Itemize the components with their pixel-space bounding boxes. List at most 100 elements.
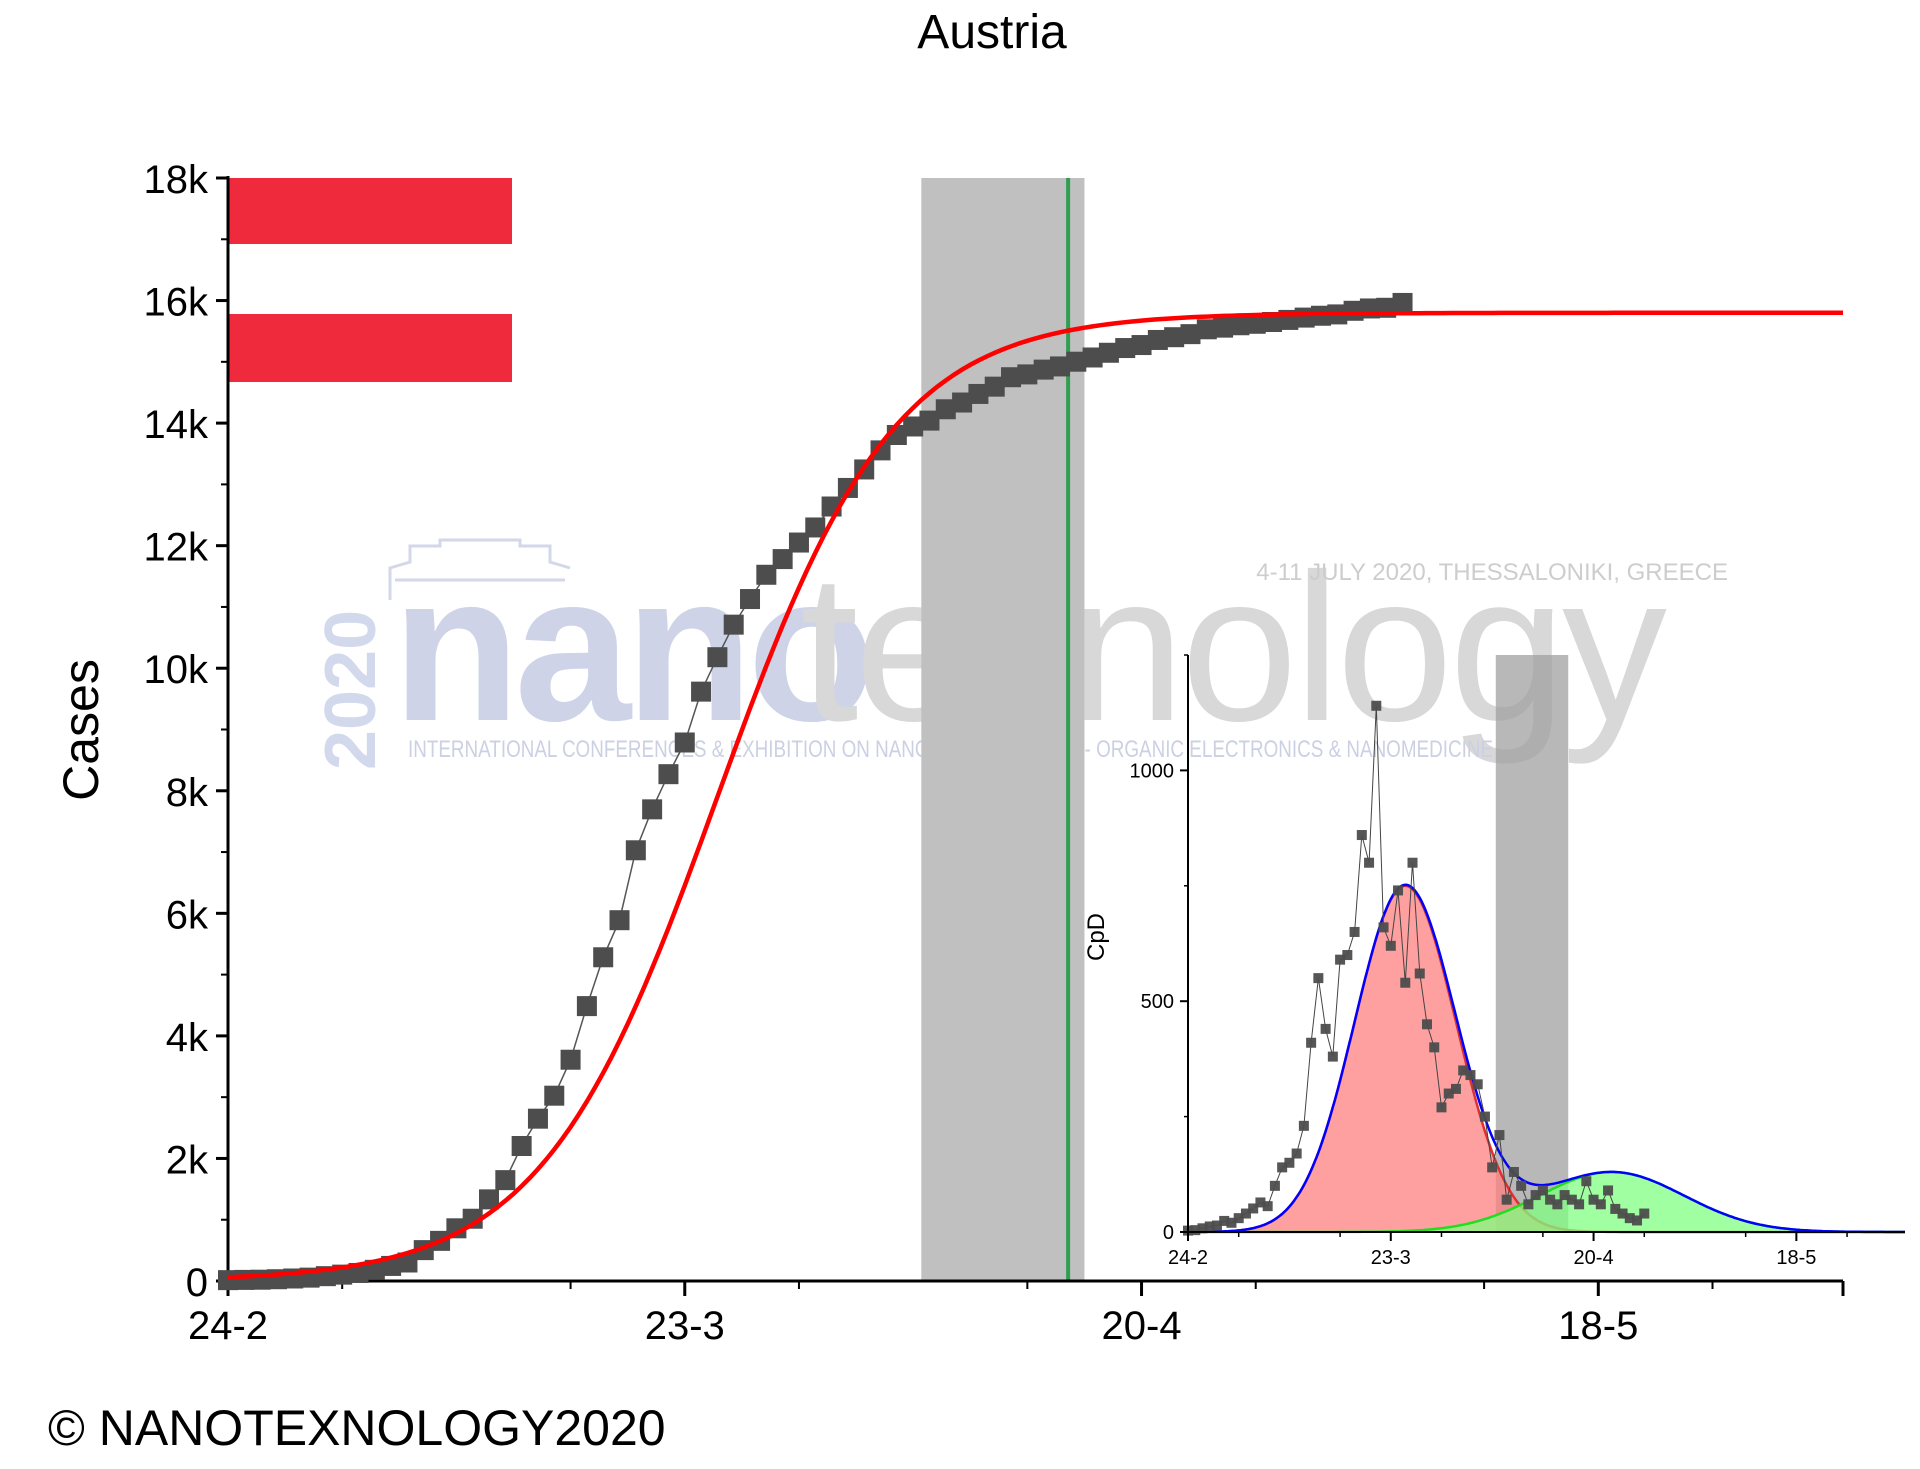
data-point: [1033, 359, 1054, 380]
data-point: [1392, 292, 1413, 313]
inset-data-point: [1335, 954, 1346, 965]
inset-data-point: [1298, 1120, 1309, 1131]
y-tick-label: 8k: [166, 771, 209, 815]
data-point: [772, 549, 793, 570]
watermark-year: 2020: [311, 610, 391, 770]
data-point: [1098, 342, 1119, 363]
data-point: [968, 383, 989, 404]
inset-data-point: [1494, 1130, 1505, 1141]
y-tick-label: 10k: [144, 648, 209, 692]
flag-stripe-middle: [228, 244, 512, 314]
inset-x-tick-label: 20-4: [1574, 1247, 1614, 1269]
inset-x-tick-label: 24-2: [1168, 1247, 1208, 1269]
inset-data-point: [1443, 1088, 1454, 1099]
inset-data-point: [1530, 1190, 1541, 1201]
data-point: [1082, 347, 1103, 368]
data-point: [919, 410, 940, 431]
inset-data-point: [1320, 1023, 1331, 1034]
y-tick-label: 6k: [166, 893, 209, 937]
data-point: [740, 589, 761, 610]
inset-data-point: [1566, 1194, 1577, 1205]
inset-y-axis-label: CpD: [1083, 913, 1110, 961]
inset-data-point: [1248, 1203, 1259, 1214]
inset-data-point: [1465, 1070, 1476, 1081]
data-point: [527, 1108, 548, 1129]
inset-data-point: [1422, 1019, 1432, 1030]
data-point: [462, 1208, 483, 1229]
data-point: [984, 376, 1005, 397]
inset-data-point: [1617, 1208, 1628, 1219]
inset-shaded-band: [1495, 655, 1569, 1232]
data-point: [1115, 338, 1136, 359]
data-point: [364, 1259, 385, 1280]
watermark-event: 4-11 JULY 2020, THESSALONIKI, GREECE: [1256, 559, 1728, 586]
data-point: [1066, 351, 1087, 372]
data-point: [788, 532, 809, 553]
flag-stripe-bottom: [228, 314, 512, 382]
inset-data-point: [1349, 926, 1360, 937]
inset-data-point: [1211, 1220, 1222, 1231]
inset-data-point: [1262, 1201, 1273, 1212]
y-tick-label: 18k: [144, 158, 209, 202]
inset-data-point: [1269, 1180, 1280, 1191]
inset-data-point: [1393, 885, 1404, 896]
data-point: [691, 681, 712, 702]
inset-data-point: [1508, 1166, 1519, 1177]
inset-data-point: [1284, 1157, 1295, 1168]
inset-data-point: [1385, 940, 1396, 951]
data-point: [479, 1189, 500, 1210]
inset-data-point: [1610, 1203, 1621, 1214]
inset-y-tick-label: 500: [1141, 991, 1174, 1013]
inset-data-point: [1552, 1199, 1563, 1210]
inset-data-point: [1240, 1208, 1251, 1219]
data-point: [1164, 327, 1185, 348]
data-point: [1196, 319, 1217, 340]
y-axis-label: Cases: [53, 659, 109, 801]
data-point: [1229, 315, 1250, 336]
inset-data-point: [1624, 1213, 1635, 1224]
inset-data-point: [1407, 857, 1418, 868]
inset-plot: 0 500 1000 24-2 23-3 20-4 18-5: [1130, 654, 1905, 1269]
inset-data-point: [1255, 1197, 1266, 1208]
inset-data-point: [1277, 1162, 1288, 1173]
data-point: [1180, 324, 1201, 345]
x-tick-label: 23-3: [645, 1304, 725, 1348]
inset-data-point: [1581, 1176, 1592, 1187]
inset-data-point: [1458, 1065, 1469, 1076]
inset-data-point: [1226, 1217, 1237, 1228]
data-point: [1049, 356, 1070, 377]
inset-data-point: [1306, 1037, 1317, 1048]
data-point: [1131, 335, 1152, 356]
inset-data-point: [1523, 1199, 1534, 1210]
data-point: [609, 910, 630, 931]
data-point: [658, 764, 679, 785]
data-point: [935, 399, 956, 420]
inset-data-point: [1364, 857, 1375, 868]
data-point: [723, 614, 744, 635]
inset-data-point: [1327, 1051, 1338, 1062]
inset-x-tick-label: 23-3: [1371, 1247, 1411, 1269]
inset-data-point: [1479, 1111, 1490, 1122]
inset-data-point: [1429, 1042, 1440, 1053]
inset-data-point: [1291, 1148, 1302, 1159]
inset-data-point: [1559, 1190, 1570, 1201]
data-point: [674, 732, 695, 753]
inset-data-point: [1450, 1083, 1461, 1094]
inset-data-point: [1595, 1199, 1606, 1210]
data-point: [1147, 329, 1168, 350]
data-point: [756, 564, 777, 585]
data-point: [1262, 312, 1283, 333]
data-point: [1213, 317, 1234, 338]
flag-stripe-top: [228, 178, 512, 244]
inset-data-point: [1537, 1185, 1548, 1196]
data-point: [511, 1136, 532, 1157]
data-point: [576, 996, 597, 1017]
data-connector-line: [227, 302, 1403, 1281]
data-point: [1017, 364, 1038, 385]
inset-data-point: [1436, 1102, 1447, 1113]
inset-x-tick-label: 18-5: [1776, 1247, 1816, 1269]
data-point: [642, 799, 663, 820]
data-point: [397, 1252, 418, 1273]
inset-data-point: [1233, 1213, 1244, 1224]
